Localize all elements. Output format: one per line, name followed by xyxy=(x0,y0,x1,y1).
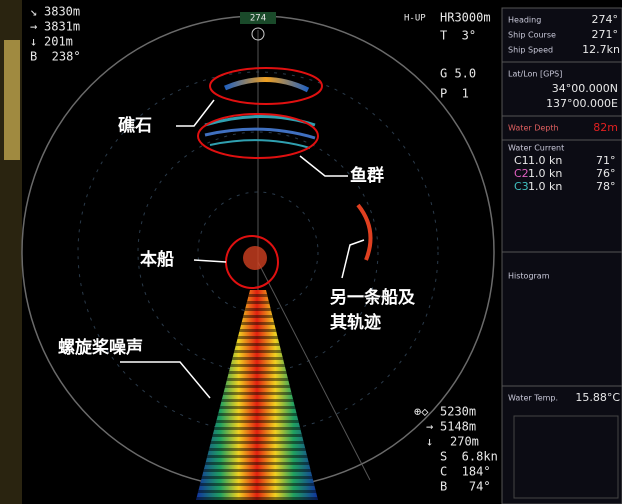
bearing-line xyxy=(257,261,371,481)
icon: ⊕◇ xyxy=(414,405,429,419)
label: Ship Course xyxy=(508,31,556,40)
leader xyxy=(120,361,211,399)
annotation: 鱼群 xyxy=(350,165,384,186)
label: Lat/Lon [GPS] xyxy=(508,70,562,79)
hud-text: HR3000m xyxy=(440,11,491,25)
hud-text: 5230m xyxy=(440,405,476,419)
value: 82m xyxy=(593,121,618,134)
fish-echo xyxy=(204,127,316,140)
hud-text: G 5.0 xyxy=(440,67,476,81)
icon: ↓ xyxy=(426,435,433,449)
current-cell: 1.0 kn xyxy=(528,167,562,180)
info-panel: Heading 274° Ship Course 271° Ship Speed… xyxy=(501,7,622,504)
annotation: 另一条船及 xyxy=(330,287,416,308)
hud-text: C 184° xyxy=(440,465,491,479)
current-cell: 78° xyxy=(596,180,616,193)
leader xyxy=(341,239,365,279)
current-cell: 71° xyxy=(596,154,616,167)
value: 274° xyxy=(592,13,619,26)
range-ring xyxy=(137,131,379,373)
current-cell: C2 xyxy=(514,167,529,180)
icon: ↘ xyxy=(30,5,37,19)
current-cell: 1.0 kn xyxy=(528,154,562,167)
icon: → xyxy=(426,420,433,434)
reef-echo xyxy=(224,77,310,93)
annotation: 礁石 xyxy=(118,115,152,136)
other-ship-echo xyxy=(356,203,373,261)
leader xyxy=(299,155,348,177)
hud-text: T 3° xyxy=(440,29,476,43)
label: Water Depth xyxy=(508,124,559,133)
annotation: 其轨迹 xyxy=(330,312,381,333)
highlights xyxy=(197,67,323,289)
hud-text: 5148m xyxy=(440,420,476,434)
leaders xyxy=(120,99,365,399)
range-ring xyxy=(197,191,319,313)
gain-bar xyxy=(4,40,20,160)
fish-circle xyxy=(197,113,319,159)
current-cell: C1 xyxy=(514,154,529,167)
annotation: 螺旋桨噪声 xyxy=(58,337,143,358)
icon: → xyxy=(30,20,37,34)
north-marker xyxy=(251,27,265,41)
hud-text: 3831m xyxy=(44,20,80,34)
value: 12.7kn xyxy=(582,43,620,56)
value: 34°00.000N xyxy=(552,82,618,95)
current-cell: 76° xyxy=(596,167,616,180)
label: Water Current xyxy=(508,144,564,153)
own-ship-echo xyxy=(243,246,267,270)
hud-text: 270m xyxy=(450,435,479,449)
hud-text: H-UP xyxy=(404,14,426,24)
value: 137°00.000E xyxy=(546,97,618,110)
heading-readout: 274 xyxy=(250,14,266,24)
icon: ↓ xyxy=(30,35,37,49)
value: 271° xyxy=(592,28,619,41)
hud-text: 201m xyxy=(44,35,73,49)
current-cell: C3 xyxy=(514,180,529,193)
heading-box xyxy=(240,12,276,24)
hud-text: 3830m xyxy=(44,5,80,19)
current-rows: C1 1.0 kn 71°C2 1.0 kn 76°C3 1.0 kn 78° xyxy=(514,154,616,193)
value: 15.88°C xyxy=(575,391,620,404)
current-cell: 1.0 kn xyxy=(528,180,562,193)
fish-echo xyxy=(209,139,311,149)
temp-graph xyxy=(513,415,619,499)
hud-text: P 1 xyxy=(440,87,469,101)
label: Water Temp. xyxy=(508,394,558,403)
label: Heading xyxy=(508,16,541,25)
leader xyxy=(176,99,215,127)
panel-bg xyxy=(501,7,622,504)
hud-text: B 238° xyxy=(30,50,81,64)
reef-circle xyxy=(209,67,323,105)
leader xyxy=(193,259,227,263)
label: Ship Speed xyxy=(508,46,553,55)
annotation: 本船 xyxy=(140,249,174,270)
hud-text: S 6.8kn xyxy=(440,450,498,464)
label: Histogram xyxy=(508,272,550,281)
hud-text: B 74° xyxy=(440,480,491,494)
propeller-noise-stripes xyxy=(196,290,318,500)
